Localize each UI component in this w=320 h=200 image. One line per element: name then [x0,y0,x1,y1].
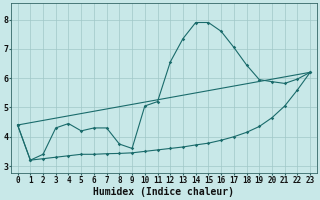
X-axis label: Humidex (Indice chaleur): Humidex (Indice chaleur) [93,186,234,197]
